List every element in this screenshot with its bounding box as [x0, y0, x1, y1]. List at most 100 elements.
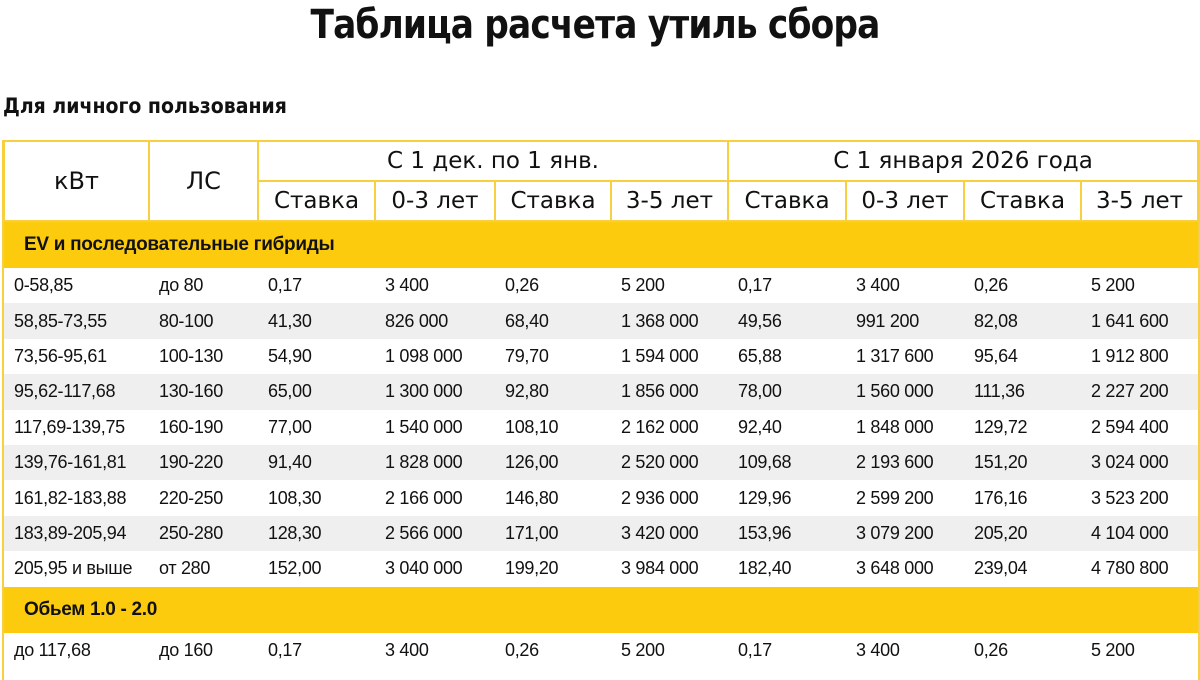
header-subcol: 0-3 лет	[845, 180, 965, 222]
table-row: 58,85-73,55 80-100 41,30 826 000 68,40 1 368 …	[4, 303, 1199, 339]
table-cell: 183,89-205,94	[4, 515, 149, 552]
table-cell: 190-220	[149, 444, 258, 481]
table-cell: 129,96	[738, 487, 792, 508]
section-row: EV и последовательные гибриды	[4, 221, 1199, 268]
table-cell: 3 040 000	[385, 558, 463, 579]
table-cell: 1 594 000	[621, 345, 699, 366]
table-cell: 95,62-117,68	[4, 374, 149, 410]
table-cell: 78,00	[728, 374, 846, 410]
table-cell: 49,56	[728, 303, 846, 339]
table-cell: 171,00	[495, 515, 611, 552]
table-cell: 2 520 000	[611, 444, 728, 481]
table-cell: 152,00	[268, 558, 322, 579]
table-cell: 160-190	[159, 416, 223, 437]
table-cell: 5 200	[621, 639, 665, 660]
table-cell: 54,90	[268, 345, 312, 366]
table-cell: 991 200	[846, 303, 964, 339]
table-cell: 92,40	[738, 416, 782, 437]
table-cell: 3 400	[385, 275, 429, 296]
table-row: 73,56-95,61 100-130 54,90 1 098 000 79,70 1 5…	[4, 339, 1198, 374]
table-cell: 161,82-183,88	[14, 487, 127, 508]
section-label: EV и последовательные гибриды	[4, 221, 1199, 268]
header-kw: кВт	[3, 140, 150, 222]
table-cell: 1 317 600	[856, 345, 934, 366]
table-row: до 117,68 до 160 0,17 3 400 0,26 5 200 0,17 3 4…	[4, 633, 1198, 668]
table-cell: 1 912 800	[1091, 345, 1169, 366]
header-period-2: С 1 января 2026 года	[726, 140, 1200, 182]
table-cell: 3 400	[385, 639, 429, 660]
table-cell: 3 420 000	[611, 515, 728, 552]
table-cell: 146,80	[505, 487, 559, 508]
table-cell: до 160	[159, 639, 213, 660]
table-cell: 129,72	[974, 416, 1028, 437]
table-cell: 126,00	[495, 444, 611, 481]
table-cell: 73,56-95,61	[14, 345, 107, 366]
table-cell: 153,96	[728, 515, 846, 552]
section-row: Обьем 1.0 - 2.0	[4, 586, 1199, 633]
table-cell: от 280	[159, 558, 211, 579]
table-cell: 220-250	[159, 487, 223, 508]
table-cell: 1 300 000	[375, 374, 495, 410]
table-cell: 0,26	[974, 639, 1008, 660]
table-cell: 2 227 200	[1081, 374, 1199, 410]
table-cell: 82,08	[964, 303, 1081, 339]
table-cell: 92,80	[495, 374, 611, 410]
table-cell: 100-130	[159, 345, 223, 366]
table-cell: 4 104 000	[1081, 515, 1199, 552]
table-cell: 199,20	[505, 558, 559, 579]
table-cell: 1 856 000	[611, 374, 728, 410]
table-cell: 1 641 600	[1081, 303, 1199, 339]
table-cell: 117,69-139,75	[14, 416, 125, 437]
table-cell: 3 400	[856, 639, 900, 660]
table-cell: 2 599 200	[856, 487, 934, 508]
table-cell: 2 162 000	[621, 416, 699, 437]
table-cell: 108,30	[268, 487, 322, 508]
table-cell: 1 098 000	[385, 345, 463, 366]
table-body: EV и последовательные гибриды 0-58,85 до 8…	[4, 221, 1199, 668]
util-fee-table: кВт ЛС С 1 дек. по 1 янв. С 1 января 202…	[3, 140, 1200, 668]
table-cell: 2 193 600	[846, 444, 964, 481]
table-cell: 3 400	[856, 275, 900, 296]
header-subcol: 0-3 лет	[374, 180, 496, 222]
table-cell: 826 000	[375, 303, 495, 339]
table-cell: 0,26	[974, 275, 1008, 296]
table-cell: 239,04	[974, 558, 1028, 579]
table-row: 0-58,85 до 80 0,17 3 400 0,26 5 200 0,17 3 400 0…	[4, 268, 1198, 303]
table-cell: 250-280	[149, 515, 258, 552]
header-subcol: 3-5 лет	[610, 180, 729, 222]
table-cell: 3 984 000	[621, 558, 699, 579]
table-cell: 3 648 000	[856, 558, 934, 579]
table-cell: 3 024 000	[1081, 444, 1199, 481]
table-cell: 3 523 200	[1091, 487, 1169, 508]
table-cell: 205,95 и выше	[14, 558, 133, 579]
table-cell: 79,70	[505, 345, 549, 366]
table-cell: 65,00	[258, 374, 375, 410]
table-cell: 58,85-73,55	[4, 303, 149, 339]
table-cell: 2 166 000	[385, 487, 463, 508]
table-cell: 1 540 000	[385, 416, 463, 437]
table-cell: 1 848 000	[856, 416, 934, 437]
table-cell: 151,20	[964, 444, 1081, 481]
table-cell: 5 200	[1091, 275, 1135, 296]
table-row: 117,69-139,75 160-190 77,00 1 540 000 108,10…	[4, 410, 1198, 445]
table-cell: 1 560 000	[846, 374, 964, 410]
table-cell: 0,17	[738, 639, 772, 660]
table-cell: 0,17	[268, 275, 302, 296]
table-cell: 2 566 000	[375, 515, 495, 552]
header-subcol: Ставка	[257, 180, 376, 222]
table-cell: 5 200	[1091, 639, 1135, 660]
table-row: 161,82-183,88 220-250 108,30 2 166 000 146,8…	[4, 480, 1198, 515]
table-cell: 0,26	[505, 639, 539, 660]
table-cell: 0,17	[738, 275, 772, 296]
header-subcol: 3-5 лет	[1079, 180, 1200, 222]
header-subcol: Ставка	[494, 180, 612, 222]
table-cell: 68,40	[495, 303, 611, 339]
table-cell: 176,16	[974, 487, 1028, 508]
table-cell: 1 828 000	[375, 444, 495, 481]
section-subtitle: Для личного пользования	[3, 94, 287, 118]
table-row: 205,95 и выше от 280 152,00 3 040 000 199,20…	[4, 551, 1198, 586]
table-row: 95,62-117,68 130-160 65,00 1 300 000 92,80 1 …	[4, 374, 1199, 410]
table-cell: 2 594 400	[1091, 416, 1169, 437]
table-cell: 3 079 200	[846, 515, 964, 552]
header-subcol: Ставка	[963, 180, 1082, 222]
